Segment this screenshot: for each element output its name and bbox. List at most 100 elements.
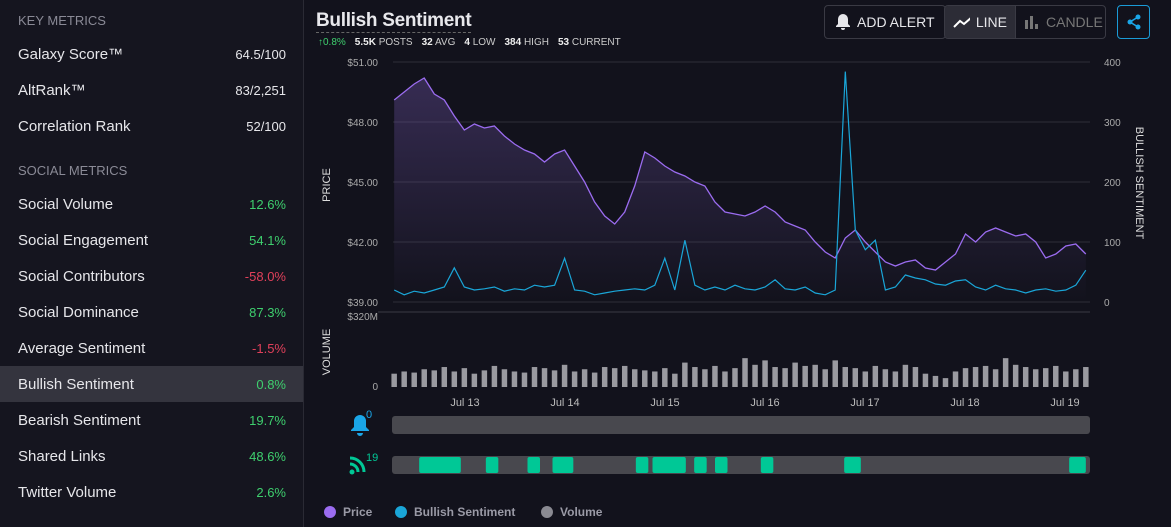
volume-bar [982, 365, 989, 387]
volume-bar [942, 378, 949, 387]
volume-tick-label: $320M [347, 312, 378, 323]
volume-bar [652, 371, 658, 387]
metric-row[interactable]: AltRank™ 83/2,251 [0, 72, 303, 108]
volume-bar [902, 364, 909, 387]
volume-bar [561, 364, 568, 387]
share-button[interactable] [1117, 5, 1150, 39]
volume-bar [441, 367, 448, 387]
volume-bar [571, 371, 578, 387]
legend-volume[interactable]: Volume [541, 505, 602, 519]
x-tick-label: Jul 17 [850, 397, 879, 409]
volume-bar [862, 371, 869, 387]
volume-bar [992, 369, 999, 387]
metric-value: -58.0% [244, 268, 286, 284]
line-chart-icon [953, 17, 970, 28]
volume-bar [922, 373, 929, 387]
volume-bar [782, 368, 788, 387]
key-metrics-heading: KEY METRICS [18, 13, 106, 28]
volume-bar [1012, 364, 1019, 387]
metric-row[interactable]: Correlation Rank 52/100 [0, 108, 303, 144]
metric-row[interactable]: Social Dominance 87.3% [0, 294, 303, 330]
metric-row[interactable]: Galaxy Score™ 64.5/100 [0, 36, 303, 72]
volume-bar [822, 369, 828, 387]
page-title[interactable]: Bullish Sentiment [316, 10, 472, 33]
volume-bar [1002, 358, 1009, 387]
right-tick-label: 300 [1104, 118, 1121, 129]
metric-row[interactable]: Bullish Sentiment 0.8% [0, 366, 303, 402]
metric-row[interactable]: Social Engagement 54.1% [0, 222, 303, 258]
candle-button[interactable]: CANDLE [1015, 6, 1105, 38]
post-event-marker[interactable] [844, 457, 861, 473]
x-tick-label: Jul 19 [1050, 397, 1079, 409]
posts-count: 19 [366, 452, 378, 464]
volume-bar [401, 371, 407, 387]
stat-low: 4 LOW [464, 37, 496, 48]
right-tick-label: 200 [1104, 178, 1121, 189]
alerts-track[interactable] [392, 416, 1090, 434]
metric-row[interactable]: Bearish Sentiment 19.7% [0, 402, 303, 438]
volume-bar [391, 373, 397, 387]
stat-high: 384 HIGH [504, 37, 549, 48]
volume-bar [682, 362, 688, 387]
x-tick-label: Jul 13 [450, 397, 479, 409]
volume-bar [832, 360, 838, 387]
volume-bar [591, 372, 598, 387]
volume-bar [852, 368, 859, 387]
volume-bar [712, 365, 718, 387]
legend-sentiment[interactable]: Bullish Sentiment [395, 505, 515, 519]
metric-label: Social Contributors [18, 267, 145, 285]
volume-bar [501, 369, 508, 387]
legend-price[interactable]: Price [324, 505, 372, 519]
metric-row[interactable]: Average Sentiment -1.5% [0, 330, 303, 366]
volume-bar [581, 369, 588, 387]
stat-avg: 32 AVG [421, 37, 456, 48]
volume-bar [662, 368, 668, 387]
volume-bar [762, 360, 768, 387]
volume-bar [611, 368, 618, 387]
volume-bar [431, 370, 438, 387]
bell-icon [351, 415, 369, 436]
volume-bar [912, 367, 919, 387]
metric-row[interactable]: Social Contributors -58.0% [0, 258, 303, 294]
volume-bar [952, 371, 959, 387]
post-event-marker[interactable] [635, 457, 649, 473]
add-alert-button[interactable]: ADD ALERT [824, 5, 946, 39]
post-event-marker[interactable] [652, 457, 686, 473]
volume-bar [1063, 371, 1069, 387]
post-event-marker[interactable] [527, 457, 541, 473]
metric-row[interactable]: Shared Links 48.6% [0, 438, 303, 474]
post-event-marker[interactable] [485, 457, 499, 473]
volume-bar [672, 373, 678, 387]
metric-value: 2.6% [256, 484, 286, 500]
post-event-marker[interactable] [715, 457, 728, 473]
volume-bar [772, 367, 778, 387]
stats-bar: ↑0.8% 5.5K POSTS 32 AVG 4 LOW 384 HIGH 53 CU… [318, 37, 621, 48]
post-event-marker[interactable] [419, 457, 461, 473]
volume-bar [1073, 369, 1079, 387]
stat-posts: 5.5K POSTS [354, 37, 413, 48]
volume-bar [511, 371, 518, 387]
post-event-marker[interactable] [552, 457, 574, 473]
metric-row[interactable]: Social Volume 12.6% [0, 186, 303, 222]
line-button[interactable]: LINE [945, 6, 1015, 38]
volume-bar [732, 368, 738, 387]
post-event-marker[interactable] [694, 457, 707, 473]
volume-bar [932, 375, 939, 387]
volume-bar [541, 368, 548, 387]
x-tick-label: Jul 16 [750, 397, 779, 409]
volume-bar [1053, 365, 1059, 387]
post-event-marker[interactable] [1069, 457, 1086, 473]
alerts-count: 0 [366, 409, 372, 421]
left-tick-label: $39.00 [347, 298, 378, 309]
price-dot [324, 506, 336, 518]
volume-bar [972, 367, 979, 387]
metric-row[interactable]: Twitter Volume 2.6% [0, 474, 303, 510]
metric-value: 64.5/100 [235, 46, 286, 62]
post-event-marker[interactable] [760, 457, 774, 473]
metric-label: Bullish Sentiment [18, 375, 134, 393]
volume-bar [892, 371, 899, 387]
sidebar: KEY METRICS Galaxy Score™ 64.5/100 AltRank… [0, 0, 304, 527]
volume-bar [752, 364, 758, 387]
posts-track[interactable] [392, 456, 1090, 474]
metric-label: AltRank™ [18, 81, 86, 99]
